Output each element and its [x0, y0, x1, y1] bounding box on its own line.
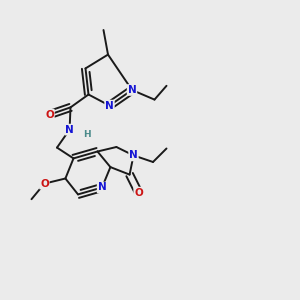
- Text: O: O: [45, 110, 54, 120]
- Text: O: O: [40, 178, 49, 189]
- Text: H: H: [83, 130, 91, 139]
- Text: N: N: [98, 182, 106, 193]
- Text: N: N: [65, 124, 74, 135]
- Text: N: N: [129, 150, 138, 161]
- Text: N: N: [128, 85, 136, 95]
- Text: O: O: [134, 188, 143, 198]
- Text: N: N: [105, 100, 114, 111]
